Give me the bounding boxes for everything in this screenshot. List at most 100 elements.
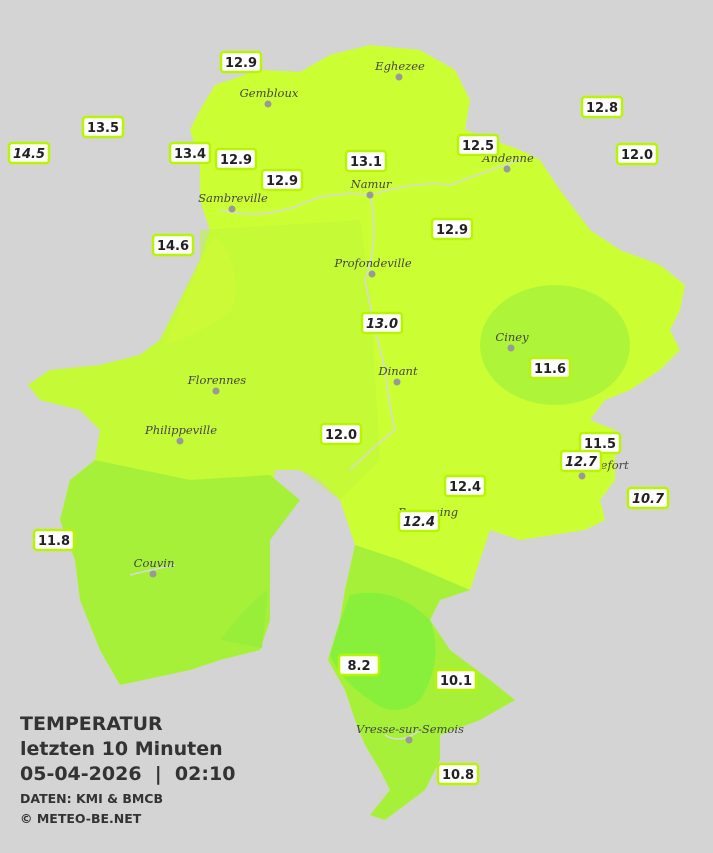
station: 13.5 bbox=[81, 115, 125, 139]
city-dot bbox=[405, 736, 413, 744]
city-label: Dinant bbox=[377, 364, 418, 378]
station-value: 14.5 bbox=[13, 147, 45, 162]
station-box bbox=[337, 653, 381, 677]
station-box bbox=[360, 311, 404, 335]
city-label: Gembloux bbox=[240, 86, 299, 100]
legend-source: DATEN: KMI & BMCB bbox=[20, 791, 163, 806]
station-box bbox=[443, 474, 487, 498]
station-value: 14.6 bbox=[157, 239, 189, 254]
zone-cold bbox=[330, 592, 436, 710]
station: 8.2 bbox=[337, 653, 381, 677]
station-value: 11.8 bbox=[38, 534, 70, 549]
station-box bbox=[32, 528, 76, 552]
city-dot bbox=[578, 472, 586, 480]
city-dot bbox=[212, 387, 220, 395]
station: 13.0 bbox=[360, 311, 404, 335]
station-value: 12.9 bbox=[266, 174, 298, 189]
zone-mild bbox=[28, 220, 380, 520]
station: 13.4 bbox=[168, 141, 212, 165]
station-value: 10.8 bbox=[442, 768, 474, 783]
station: 12.5 bbox=[456, 133, 500, 157]
station: 14.5 bbox=[7, 141, 51, 165]
station: 12.9 bbox=[214, 147, 258, 171]
city-label: Couvin bbox=[134, 556, 175, 570]
station-box bbox=[397, 509, 441, 533]
legend-period: letzten 10 Minuten bbox=[20, 738, 223, 760]
station-box bbox=[434, 668, 478, 692]
station: 12.9 bbox=[430, 217, 474, 241]
city-dot bbox=[503, 165, 511, 173]
station-box bbox=[168, 141, 212, 165]
station-box bbox=[626, 486, 670, 510]
station: 10.7 bbox=[626, 486, 670, 510]
legend-copyright: © METEO-BE.NET bbox=[20, 811, 142, 826]
station-value: 12.7 bbox=[565, 455, 598, 470]
station: 11.8 bbox=[32, 528, 76, 552]
legend-datetime: 05-04-2026 | 02:10 bbox=[20, 763, 235, 785]
station-box bbox=[559, 449, 603, 473]
station: 12.7 bbox=[559, 449, 603, 473]
city-label: Eghezee bbox=[374, 59, 425, 73]
city-dot bbox=[149, 570, 157, 578]
station: 12.4 bbox=[397, 509, 441, 533]
city-label: Philippeville bbox=[144, 423, 217, 437]
city-dot bbox=[366, 191, 374, 199]
station-value: 13.5 bbox=[87, 121, 119, 136]
station-value: 12.9 bbox=[220, 153, 252, 168]
station: 11.6 bbox=[528, 356, 572, 380]
station-box bbox=[7, 141, 51, 165]
station-box bbox=[580, 95, 624, 119]
station-value: 12.4 bbox=[403, 515, 435, 530]
station-value: 12.8 bbox=[586, 101, 618, 116]
station-value: 8.2 bbox=[347, 659, 370, 674]
station-box bbox=[260, 168, 304, 192]
station-box bbox=[81, 115, 125, 139]
station-value: 12.0 bbox=[325, 428, 357, 443]
station: 12.4 bbox=[443, 474, 487, 498]
station-box bbox=[430, 217, 474, 241]
city-dot bbox=[507, 344, 515, 352]
station-value: 13.0 bbox=[366, 317, 398, 332]
station-box bbox=[319, 422, 363, 446]
city-label: Profondeville bbox=[333, 256, 411, 270]
station: 14.6 bbox=[151, 233, 195, 257]
station-value: 12.9 bbox=[436, 223, 468, 238]
zone-cool bbox=[480, 285, 630, 405]
cities: EghezeeGemblouxAndenneNamurSambrevillePr… bbox=[134, 59, 629, 744]
station-box bbox=[436, 762, 480, 786]
zone-cool bbox=[60, 460, 300, 685]
station-value: 12.5 bbox=[462, 139, 494, 154]
station: 12.8 bbox=[580, 95, 624, 119]
station: 12.9 bbox=[260, 168, 304, 192]
station-box bbox=[214, 147, 258, 171]
station-value: 12.9 bbox=[225, 56, 257, 71]
station-box bbox=[615, 142, 659, 166]
station-box bbox=[528, 356, 572, 380]
zone-cold bbox=[220, 590, 268, 648]
station: 13.1 bbox=[344, 149, 388, 173]
station: 12.9 bbox=[219, 50, 263, 74]
city-dot bbox=[368, 270, 376, 278]
city-label: Florennes bbox=[187, 373, 247, 387]
city-label: Sambreville bbox=[198, 191, 268, 205]
city-label: Ciney bbox=[495, 330, 529, 344]
station-box bbox=[456, 133, 500, 157]
station-box bbox=[219, 50, 263, 74]
station: 11.5 bbox=[578, 431, 622, 455]
city-dot bbox=[264, 100, 272, 108]
station-value: 12.0 bbox=[621, 148, 653, 163]
legend: TEMPERATUR letzten 10 Minuten 05-04-2026… bbox=[20, 713, 235, 826]
city-label: Vresse-sur-Semois bbox=[356, 722, 464, 736]
station-value: 12.4 bbox=[449, 480, 481, 495]
city-dot bbox=[228, 205, 236, 213]
city-dot bbox=[176, 437, 184, 445]
station-value: 10.1 bbox=[440, 674, 472, 689]
station: 10.8 bbox=[436, 762, 480, 786]
city-label: Namur bbox=[350, 177, 393, 191]
station-value: 13.4 bbox=[174, 147, 206, 162]
city-dot bbox=[393, 378, 401, 386]
station-value: 11.6 bbox=[534, 362, 566, 377]
station-box bbox=[344, 149, 388, 173]
